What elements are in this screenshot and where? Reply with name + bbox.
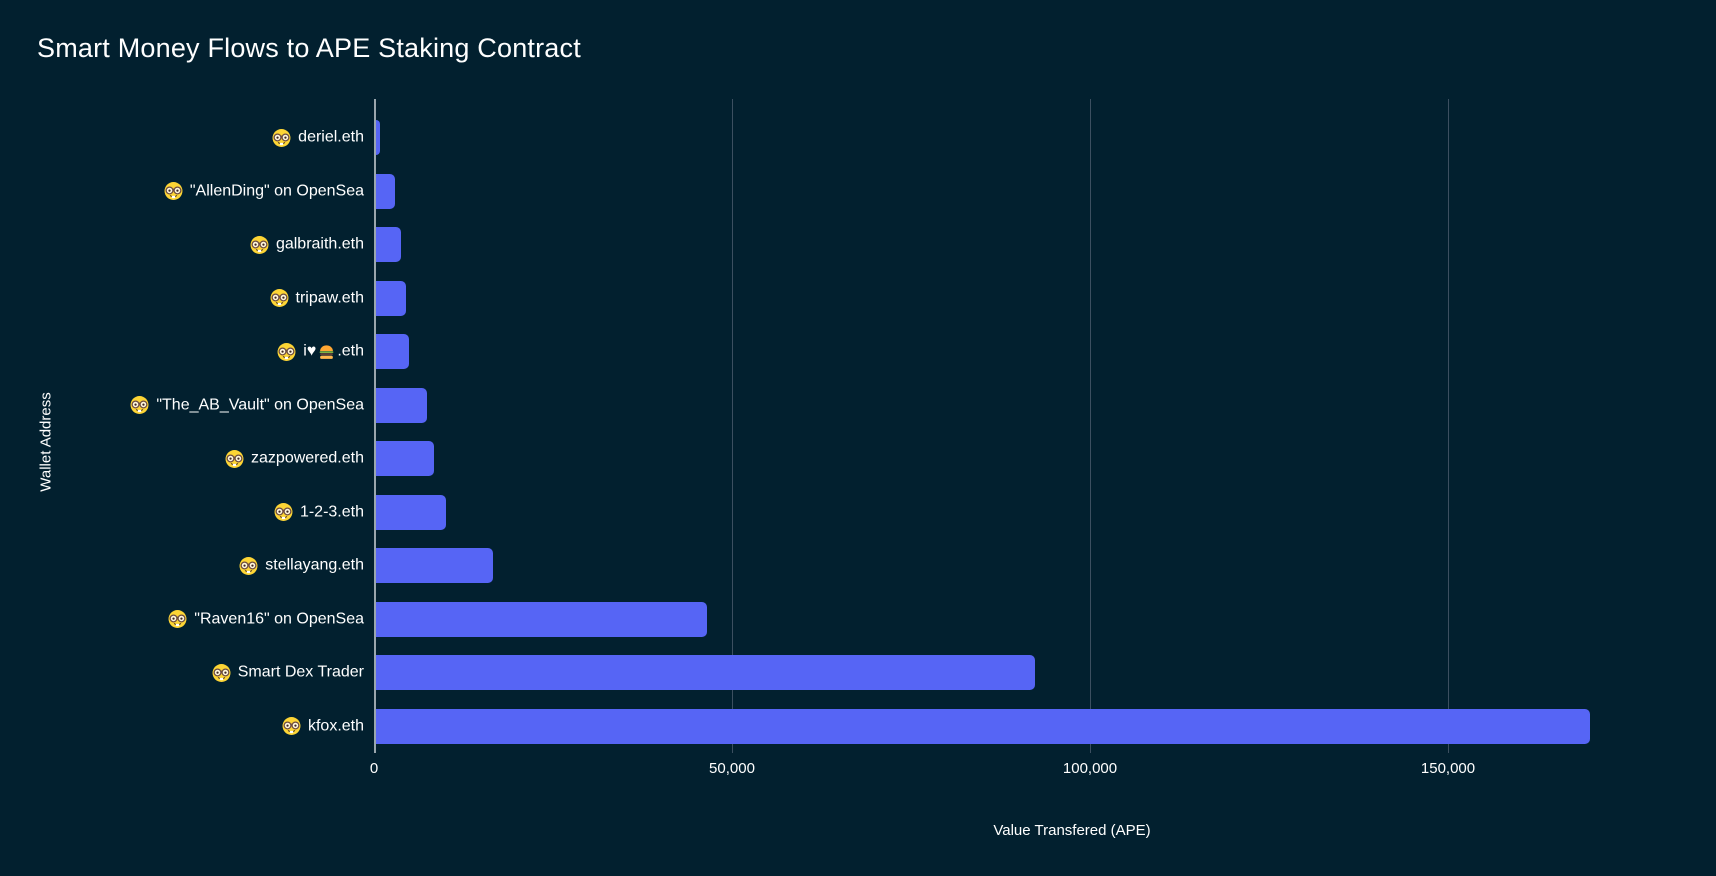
bar-3[interactable] <box>376 227 402 263</box>
category-label: zazpowered.eth <box>225 449 364 468</box>
nerd-face-emoji-icon <box>272 128 291 147</box>
gridline <box>1090 99 1091 753</box>
bar-1[interactable] <box>376 120 381 156</box>
bar-2[interactable] <box>376 173 395 209</box>
bar-row: zazpowered.eth <box>225 432 1686 486</box>
bar-row: "AllenDing" on OpenSea <box>164 165 1686 219</box>
nerd-face-emoji-icon <box>270 289 288 308</box>
bar-row: Smart Dex Trader <box>212 646 1686 700</box>
bar-row: tripaw.eth <box>270 272 1686 326</box>
bar-row: "Raven16" on OpenSea <box>168 593 1686 647</box>
hamburger-emoji-icon <box>319 345 334 359</box>
x-axis-title: Value Transfered (APE) <box>993 822 1151 839</box>
category-label-text: "AllenDing" on OpenSea <box>189 182 364 200</box>
bar-4[interactable] <box>376 280 407 316</box>
bar-row: 1-2-3.eth <box>274 486 1686 540</box>
category-label: kfox.eth <box>282 717 364 736</box>
category-label-text: 1-2-3.eth <box>299 503 364 521</box>
category-label-text: deriel.eth <box>298 128 364 146</box>
bar-6[interactable] <box>376 387 427 423</box>
bar-row: deriel.eth <box>272 111 1686 165</box>
category-label: "The_AB_Vault" on OpenSea <box>130 396 364 415</box>
nerd-face-emoji-icon <box>274 503 293 522</box>
bar-row: i♥ .eth <box>277 325 1686 379</box>
bar-row: "The_AB_Vault" on OpenSea <box>130 379 1686 433</box>
category-label-text: Smart Dex Trader <box>237 663 364 681</box>
bar-8[interactable] <box>376 494 447 530</box>
bar-7[interactable] <box>376 441 434 477</box>
category-label: 1-2-3.eth <box>274 503 364 522</box>
nerd-face-emoji-icon <box>250 235 269 254</box>
bar-10[interactable] <box>376 601 707 637</box>
x-tick-label: 150,000 <box>1420 760 1476 777</box>
category-label-text: stellayang.eth <box>265 556 364 574</box>
nerd-face-emoji-icon <box>168 610 187 629</box>
bar-row: galbraith.eth <box>250 218 1686 272</box>
category-label: i♥ .eth <box>277 342 364 361</box>
category-label-text: "Raven16" on OpenSea <box>194 610 364 628</box>
bar-row: stellayang.eth <box>239 539 1686 593</box>
nerd-face-emoji-icon <box>212 663 231 682</box>
category-label: tripaw.eth <box>270 289 364 308</box>
bar-row: kfox.eth <box>282 700 1686 754</box>
category-label: Smart Dex Trader <box>212 663 364 682</box>
nerd-face-emoji-icon <box>130 396 149 415</box>
bar-11[interactable] <box>376 655 1035 691</box>
gridline <box>1448 99 1449 753</box>
x-tick-label: 100,000 <box>1062 760 1118 777</box>
nerd-face-emoji-icon <box>164 182 183 201</box>
category-label: "AllenDing" on OpenSea <box>164 182 364 201</box>
x-axis-tick-labels: 0 50,000 100,000 150,000 <box>370 760 1686 782</box>
nerd-face-emoji-icon <box>239 556 258 575</box>
bar-9[interactable] <box>376 548 494 584</box>
category-label: "Raven16" on OpenSea <box>168 610 364 629</box>
category-label-text: kfox.eth <box>307 717 364 735</box>
bar-rows-container: deriel.eth "AllenDing" on OpenSea <box>130 111 1686 754</box>
nerd-face-emoji-icon <box>277 342 296 361</box>
category-label: stellayang.eth <box>239 556 364 575</box>
category-label: galbraith.eth <box>250 235 364 254</box>
y-axis-title: Wallet Address <box>37 392 55 492</box>
bar-5[interactable] <box>376 334 409 370</box>
category-label-text: tripaw.eth <box>295 289 364 307</box>
category-label: deriel.eth <box>272 128 364 147</box>
nerd-face-emoji-icon <box>282 717 301 736</box>
category-label-text: i♥ .eth <box>303 342 364 360</box>
category-label-text: zazpowered.eth <box>251 449 364 467</box>
chart-title: Smart Money Flows to APE Staking Contrac… <box>37 33 581 63</box>
x-tick-label: 0 <box>369 760 379 777</box>
plot-area: deriel.eth "AllenDing" on OpenSea <box>130 99 1686 754</box>
gridline <box>732 99 733 753</box>
x-tick-label: 50,000 <box>709 760 755 777</box>
bar-12[interactable] <box>376 708 1591 744</box>
category-label-text: galbraith.eth <box>275 235 364 253</box>
nerd-face-emoji-icon <box>225 449 244 468</box>
category-label-text: "The_AB_Vault" on OpenSea <box>156 396 364 414</box>
